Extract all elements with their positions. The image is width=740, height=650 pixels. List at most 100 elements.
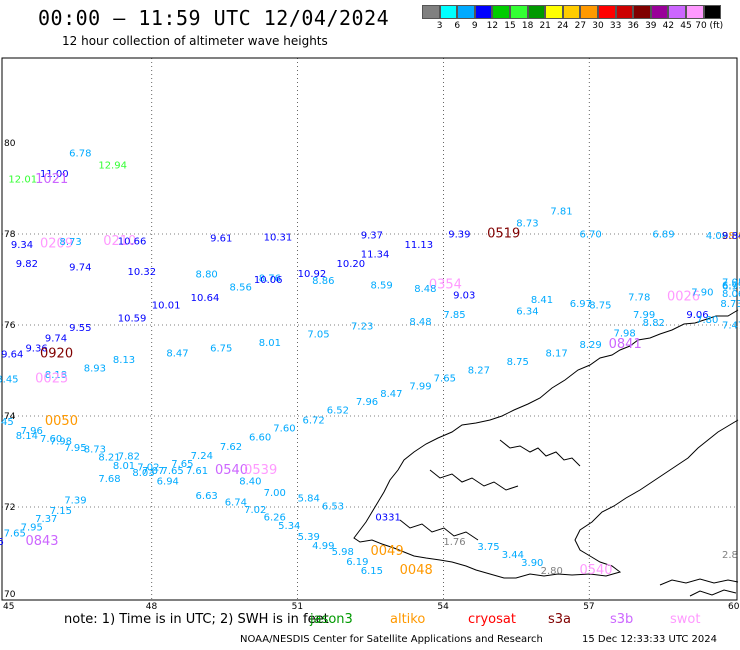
wave-height-value: 10.06 [254,275,283,286]
pass-time-label: 0519 [487,227,520,242]
wave-height-value: 11.13 [405,240,434,251]
wave-height-value: 7.37 [35,514,57,525]
color-scale-swatch [527,5,546,19]
legend-altiko: altiko [390,612,426,627]
wave-height-value: 8.75 [507,357,529,368]
wave-height-value: 7.65 [434,373,456,384]
wave-height-value: 7.68 [98,474,120,485]
wave-height-value: 8.47 [166,348,188,359]
wave-height-value: 12.01 [8,175,37,186]
wave-height-value: 7.96 [356,397,378,408]
wave-height-value: 7.96 [21,426,43,437]
latitude-label: 72 [4,503,15,513]
wave-height-value: 9.37 [361,231,383,242]
color-scale-label: 30 [592,21,604,31]
wave-height-value: 8.48 [409,317,431,328]
wave-height-value: 7.90 [691,287,713,298]
wave-height-value: 8.14 [16,431,38,442]
pass-time-label: 0210 [103,234,136,249]
wave-height-value: 8.93 [84,363,106,374]
legend-jason3: jason3 [310,612,353,627]
wave-height-value: 8.45 [0,374,19,385]
color-scale-label: 27 [574,21,587,31]
wave-height-value: 7.95 [21,523,43,534]
pass-time-label: 0048 [400,563,433,578]
wave-height-value: 6.26 [264,513,286,524]
coastline [353,309,739,597]
wave-height-value: 10.66 [118,236,147,247]
wave-height-value: 8.29 [579,340,601,351]
wave-height-value: 8.56 [230,282,252,293]
latitude-label: 74 [4,412,16,422]
wave-height-value: 6.70 [579,230,601,241]
wave-height-value: 8.73 [720,299,740,310]
pass-time-label: 1021 [35,172,68,187]
color-scale-label: 24 [557,21,569,31]
wave-height-value: 4.99 [312,541,334,552]
color-scale-label: 36 [627,21,639,31]
wave-height-value: 7.60 [40,434,62,445]
wave-height-value: 5.84 [298,494,320,505]
longitude-label: 54 [437,602,449,612]
color-scale-swatch [650,5,669,19]
wave-height-value: 7.45 [0,417,14,428]
wave-height-value: 6.60 [249,433,271,444]
wave-height-value: 9.03 [453,291,475,302]
color-scale-swatch [580,5,598,19]
wave-height-value: 7.23 [351,322,373,333]
pass-time-label: 0841 [609,337,642,352]
wave-height-value: 5.34 [278,521,300,532]
wave-height-value: 3.75 [477,542,499,553]
pass-time-label: 0920 [40,346,73,361]
wave-height-value: 11.00 [40,169,69,180]
wave-height-value: 7.95 [64,443,86,454]
wave-height-value: 9.61 [210,233,232,244]
pass-time-label: 0540 [215,463,248,478]
pass-time-label: 0354 [429,278,462,293]
wave-height-value: 6.63 [196,491,218,502]
color-scale-swatch [633,5,651,19]
wave-height-value: 7.65 [162,466,184,477]
color-scale-label: 45 [680,21,692,31]
wave-height-value: 8.73 [516,219,538,230]
wave-height-value: 0331 [375,513,400,524]
wave-height-value: 7.61 [186,466,208,477]
wave-height-value: 7.39 [64,495,86,506]
wave-height-value: 10.20 [336,259,365,270]
wave-height-value: 8.01 [113,461,135,472]
wave-height-value: 8.73 [84,444,106,455]
wave-height-value: 7.47 [722,321,740,332]
latitude-label: 78 [4,230,16,240]
wave-height-value: 5.98 [332,547,354,558]
latitude-label: 70 [4,590,16,600]
wave-height-value: 7.62 [220,442,242,453]
wave-height-value: 10.01 [152,301,181,312]
wave-height-value: 8.17 [545,348,567,359]
longitude-label: 57 [583,602,594,612]
lat-lon-grid [2,58,737,600]
color-scale-label: 6 [454,21,461,31]
color-scale-swatch [597,5,616,19]
wave-height-value: 10.59 [118,313,147,324]
wave-height-value: 8.03 [132,468,154,479]
wave-height-value: 6.97 [570,299,592,310]
color-scale-swatch [615,5,634,19]
wave-height-value: 7.05 [722,277,740,288]
color-scale-swatch [422,5,440,19]
map-subtitle: 12 hour collection of altimeter wave hei… [62,34,328,48]
wave-height-value: 8.27 [468,366,490,377]
color-scale-label: 33 [609,21,622,31]
color-scale-label: 9 [471,21,478,31]
wave-height-value: 9.74 [45,333,67,344]
color-scale-swatch [509,5,528,19]
color-scale-swatch [545,5,563,19]
axis-labels: 45 48 51 54 57 60 70 72 74 76 78 80 [3,139,740,612]
wave-height-value: 7.98 [50,437,72,448]
color-scale-label: 3 [436,21,443,31]
wave-height-value: 9.84 [722,231,740,242]
wave-height-value: 8.21 [98,453,120,464]
map-title: 00:00 – 11:59 UTC 12/04/2024 [38,6,390,30]
color-scale-label: 12 [486,21,499,31]
legend-cryosat: cryosat [468,612,516,627]
wave-height-value: 9.82 [16,259,38,270]
